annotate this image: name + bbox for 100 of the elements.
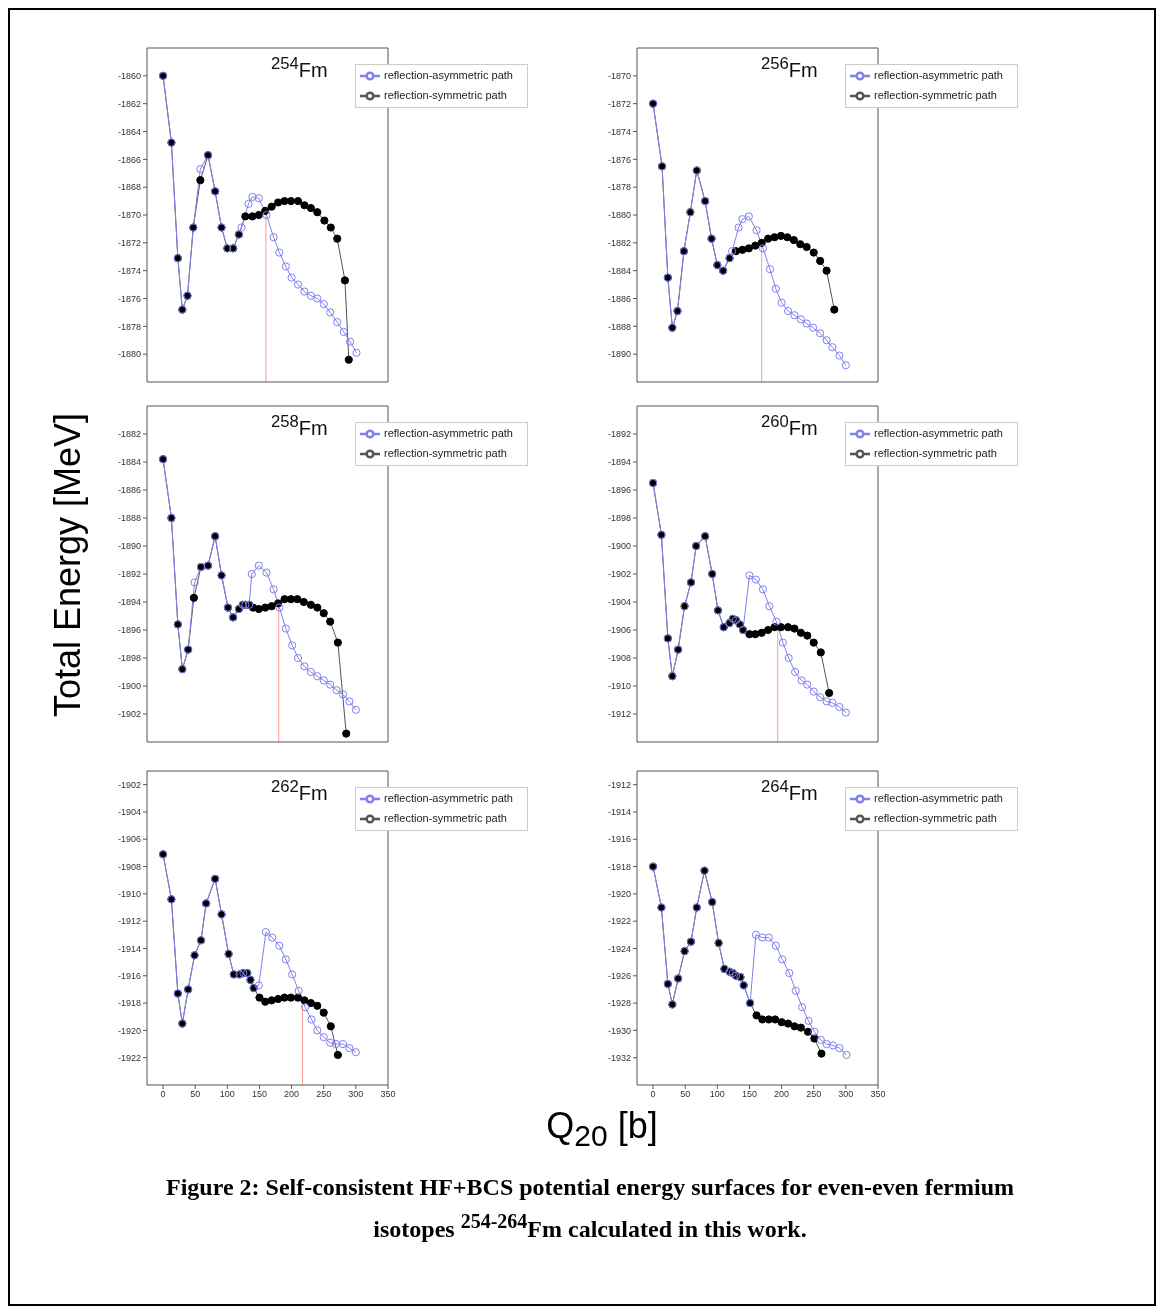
y-tick-label: -1890 [117, 541, 141, 552]
x-tick-label: 150 [251, 1089, 267, 1100]
legend-label: reflection-asymmetric path [384, 791, 513, 804]
y-tick-label: -1906 [117, 834, 141, 845]
y-tick-label: -1912 [117, 916, 141, 927]
y-tick-label: -1892 [607, 429, 631, 440]
y-tick-label: -1868 [117, 182, 141, 193]
y-axis-title: Total Energy [MeV] [47, 412, 89, 718]
y-tick-label: -1890 [607, 349, 631, 360]
legend-label: reflection-asymmetric path [874, 791, 1003, 804]
y-tick-label: -1912 [607, 709, 631, 720]
y-tick-label: -1898 [117, 653, 141, 664]
x-tick-label: 100 [709, 1089, 725, 1100]
x-tick-label: 0 [650, 1089, 656, 1100]
y-tick-label: -1874 [607, 126, 631, 137]
y-tick-label: -1902 [117, 779, 141, 790]
y-tick-label: -1918 [607, 861, 631, 872]
legend-label: reflection-symmetric path [384, 446, 507, 459]
y-tick-label: -1874 [117, 265, 141, 276]
legend-label: reflection-asymmetric path [874, 426, 1003, 439]
y-tick-label: -1878 [117, 321, 141, 332]
y-tick-label: -1880 [607, 210, 631, 221]
y-tick-label: -1904 [117, 807, 141, 818]
legend-label: reflection-asymmetric path [384, 426, 513, 439]
y-tick-label: -1926 [607, 970, 631, 981]
y-tick-label: -1910 [607, 681, 631, 692]
x-tick-label: 200 [284, 1089, 300, 1100]
x-tick-label: 150 [741, 1089, 757, 1100]
y-tick-label: -1870 [607, 71, 631, 82]
x-tick-label: 50 [680, 1089, 691, 1100]
y-tick-label: -1888 [117, 513, 141, 524]
legend-label: reflection-symmetric path [874, 811, 997, 824]
x-tick-label: 250 [316, 1089, 332, 1100]
chart-title: $^{258}$Fm [270, 412, 328, 440]
y-tick-label: -1876 [117, 293, 141, 304]
legend-label: reflection-symmetric path [384, 88, 507, 101]
y-tick-label: -1888 [607, 321, 631, 332]
y-tick-label: -1896 [607, 485, 631, 496]
x-tick-label: 300 [838, 1089, 854, 1100]
y-tick-label: -1884 [117, 457, 141, 468]
y-tick-label: -1928 [607, 998, 631, 1009]
y-tick-label: -1920 [117, 1025, 141, 1036]
legend-label: reflection-symmetric path [874, 446, 997, 459]
caption: Figure 2: Self-consistent HF+BCS potential energy surfaces for even-even fermium isotopes $^{254-264}$Fm calculated in this work. [165, 1173, 1015, 1244]
y-tick-label: -1918 [117, 998, 141, 1009]
y-tick-label: -1862 [117, 98, 141, 109]
legend-label: reflection-symmetric path [384, 811, 507, 824]
y-tick-label: -1896 [117, 625, 141, 636]
x-tick-label: 350 [380, 1089, 396, 1100]
x-tick-label: 200 [774, 1089, 790, 1100]
chart-title: $^{256}$Fm [760, 54, 818, 82]
y-tick-label: -1860 [117, 71, 141, 82]
y-tick-label: -1898 [607, 513, 631, 524]
y-tick-label: -1880 [117, 349, 141, 360]
x-axis-title: Q$_{20}$ [b] [546, 1105, 658, 1154]
chart-title: $^{260}$Fm [760, 412, 818, 440]
legend-label: reflection-asymmetric path [874, 68, 1003, 81]
chart-title: $^{254}$Fm [270, 54, 328, 82]
chart-title: $^{262}$Fm [270, 777, 328, 805]
y-tick-label: -1872 [117, 238, 141, 249]
y-tick-label: -1900 [607, 541, 631, 552]
y-tick-label: -1878 [607, 182, 631, 193]
chart-title: $^{264}$Fm [760, 777, 818, 805]
y-tick-label: -1876 [607, 154, 631, 165]
x-tick-label: 50 [190, 1089, 201, 1100]
y-tick-label: -1894 [607, 457, 631, 468]
legend-label: reflection-symmetric path [874, 88, 997, 101]
y-tick-label: -1902 [607, 569, 631, 580]
y-tick-label: -1916 [607, 834, 631, 845]
y-tick-label: -1914 [607, 807, 631, 818]
y-tick-label: -1904 [607, 597, 631, 608]
y-tick-label: -1902 [117, 709, 141, 720]
x-tick-label: 100 [219, 1089, 235, 1100]
y-tick-label: -1908 [117, 861, 141, 872]
y-tick-label: -1914 [117, 943, 141, 954]
y-tick-label: -1872 [607, 98, 631, 109]
x-tick-label: 350 [870, 1089, 886, 1100]
y-tick-label: -1892 [117, 569, 141, 580]
y-tick-label: -1900 [117, 681, 141, 692]
y-tick-label: -1906 [607, 625, 631, 636]
y-tick-label: -1866 [117, 154, 141, 165]
y-tick-label: -1916 [117, 970, 141, 981]
y-tick-label: -1864 [117, 126, 141, 137]
x-tick-label: 0 [160, 1089, 166, 1100]
y-tick-label: -1922 [117, 1052, 141, 1063]
y-tick-label: -1932 [607, 1052, 631, 1063]
y-tick-label: -1884 [607, 265, 631, 276]
y-tick-label: -1886 [117, 485, 141, 496]
y-tick-label: -1920 [607, 889, 631, 900]
x-tick-label: 250 [806, 1089, 822, 1100]
y-tick-label: -1886 [607, 293, 631, 304]
y-tick-label: -1870 [117, 210, 141, 221]
y-tick-label: -1930 [607, 1025, 631, 1036]
y-tick-label: -1908 [607, 653, 631, 664]
y-tick-label: -1924 [607, 943, 631, 954]
y-tick-label: -1894 [117, 597, 141, 608]
y-tick-label: -1882 [117, 429, 141, 440]
y-tick-label: -1910 [117, 889, 141, 900]
x-tick-label: 300 [348, 1089, 364, 1100]
y-tick-label: -1882 [607, 238, 631, 249]
